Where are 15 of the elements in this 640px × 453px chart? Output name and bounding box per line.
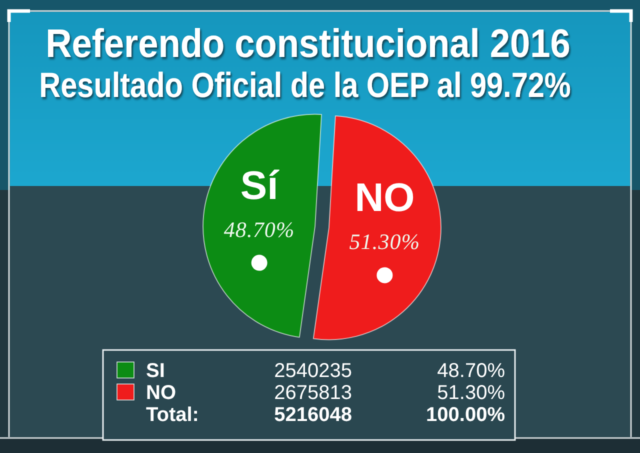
chart-subtitle: Resultado Oficial de la OEP al 99.72% xyxy=(39,66,571,105)
chart-title: Referendo constitucional 2016 xyxy=(46,21,570,66)
legend-label: NO xyxy=(146,382,176,404)
data-label: 48.70% xyxy=(224,216,295,242)
text: 100.00% xyxy=(426,404,506,426)
text: NO xyxy=(354,176,415,220)
legend-label: SI xyxy=(146,360,165,382)
data-label: 51.30% xyxy=(349,229,420,254)
text: 51.30% xyxy=(437,382,505,404)
text: Sí xyxy=(240,164,280,208)
text: 2540235 xyxy=(274,360,352,382)
text: 48.70% xyxy=(437,360,505,382)
text: Total: xyxy=(146,404,199,426)
text: 5216048 xyxy=(274,404,352,426)
text: 2675813 xyxy=(274,382,352,404)
